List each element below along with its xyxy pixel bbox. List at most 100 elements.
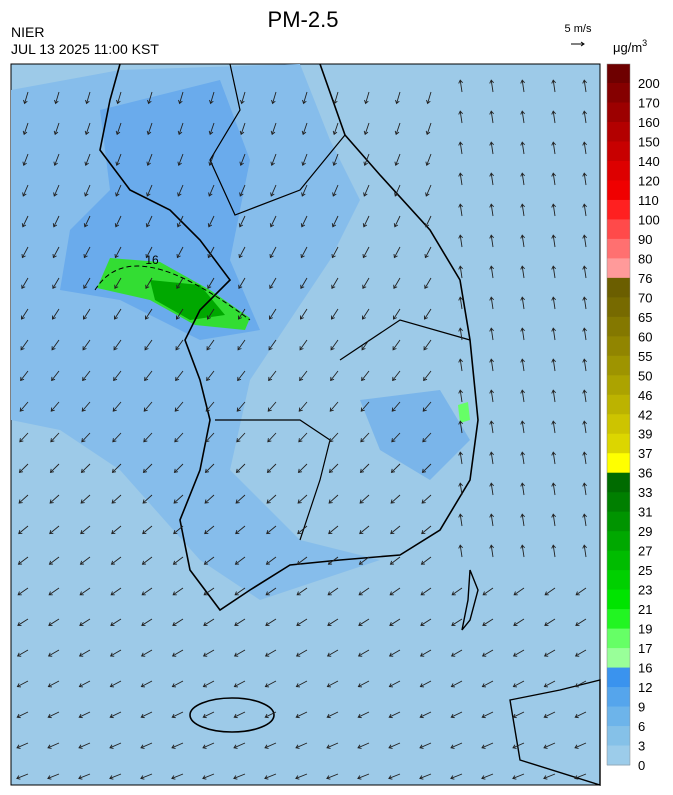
wind-arrow	[389, 618, 401, 626]
colorbar-segment	[607, 375, 630, 396]
wind-arrow	[265, 556, 277, 565]
colorbar-segment	[607, 297, 630, 318]
wind-arrow	[145, 246, 153, 259]
wind-arrow	[333, 91, 339, 105]
wind-arrow	[205, 432, 215, 443]
wind-arrow	[203, 556, 215, 565]
wind-arrow	[520, 110, 525, 124]
wind-arrow	[265, 587, 277, 596]
wind-arrow	[423, 308, 432, 320]
colorbar-label: 36	[638, 466, 652, 481]
wind-arrow	[171, 742, 184, 749]
wind-arrow	[520, 327, 525, 341]
wind-arrow	[47, 773, 60, 780]
wind-arrow	[53, 184, 60, 197]
colorbar-label: 31	[638, 505, 652, 520]
wind-arrow	[520, 79, 525, 93]
wind-arrow	[297, 463, 308, 473]
wind-arrow	[141, 587, 153, 596]
wind-arrow	[203, 618, 215, 626]
colorbar-label: 55	[638, 349, 652, 364]
wind-arrow	[300, 215, 308, 228]
wind-arrow	[520, 234, 525, 248]
colorbar-segment	[607, 453, 630, 474]
coastline	[99, 63, 479, 612]
wind-arrow	[360, 401, 370, 412]
wind-arrow	[49, 463, 60, 473]
wind-arrow	[142, 494, 153, 504]
wind-arrow	[489, 203, 494, 217]
wind-arrow	[551, 389, 556, 403]
wind-arrow	[512, 773, 525, 780]
wind-arrow	[582, 482, 587, 496]
colorbar-segment	[607, 277, 630, 298]
wind-arrow	[50, 432, 60, 443]
colorbar-label: 39	[638, 427, 652, 442]
wind-arrow	[146, 122, 153, 136]
wind-arrow	[208, 184, 215, 197]
wind-arrow	[204, 494, 215, 504]
wind-arrow	[84, 153, 91, 166]
wind-arrow	[300, 246, 308, 259]
wind-arrow	[512, 742, 525, 749]
wind-arrow	[114, 215, 122, 228]
wind-arrow	[110, 556, 122, 565]
wind-arrow	[363, 153, 370, 166]
wind-arrow	[424, 215, 432, 228]
wind-arrow	[142, 525, 153, 535]
wind-arrow	[419, 680, 432, 688]
wind-arrow	[171, 680, 184, 688]
colorbar-segment	[607, 648, 630, 669]
wind-arrow	[551, 420, 556, 434]
wind-arrow	[551, 358, 556, 372]
wind-arrow	[20, 308, 29, 320]
wind-arrow	[425, 153, 432, 166]
colorbar-segment	[607, 570, 630, 591]
wind-arrow	[82, 370, 91, 382]
wind-arrow	[329, 432, 339, 443]
wind-arrow	[264, 773, 277, 780]
wind-arrow	[394, 153, 401, 166]
colorbar-label: 42	[638, 407, 652, 422]
wind-arrow	[512, 649, 525, 657]
wind-arrow	[268, 339, 277, 351]
colorbar-segment	[607, 64, 630, 84]
wind-arrow	[177, 122, 184, 136]
wind-arrow	[202, 649, 215, 657]
wind-arrow	[141, 556, 153, 565]
wind-arrow	[110, 618, 122, 626]
wind-arrow	[16, 742, 29, 749]
colorbar-label: 19	[638, 622, 652, 637]
wind-arrow	[237, 339, 246, 351]
wind-arrow	[327, 556, 339, 565]
wind-arrow	[52, 277, 60, 290]
wind-arrow	[270, 184, 277, 197]
wind-arrow	[265, 618, 277, 626]
wind-arrow	[551, 265, 556, 279]
wind-arrow	[489, 141, 494, 155]
colorbar-segment	[607, 706, 630, 727]
wind-arrow	[270, 122, 277, 136]
wind-arrow	[264, 711, 277, 719]
wind-arrow	[114, 277, 122, 290]
wind-arrow	[22, 153, 29, 166]
wind-arrow	[357, 742, 370, 749]
wind-arrow	[458, 110, 463, 124]
colorbar-segment	[607, 492, 630, 513]
colorbar-segment	[607, 180, 630, 201]
wind-arrow	[551, 234, 556, 248]
colorbar-label: 160	[638, 115, 660, 130]
wind-arrow	[114, 246, 122, 259]
wind-arrow	[489, 482, 494, 496]
wind-arrow	[177, 184, 184, 197]
colorbar-segment	[607, 531, 630, 552]
wind-arrow	[582, 265, 587, 279]
wind-scale-arrow	[571, 41, 585, 47]
wind-arrow	[47, 711, 60, 719]
wind-arrow	[543, 711, 556, 719]
wind-arrow	[520, 513, 525, 527]
wind-arrow	[18, 463, 29, 473]
wind-arrow	[234, 618, 246, 626]
colorbar-segment	[607, 141, 630, 162]
coastline	[461, 569, 601, 786]
